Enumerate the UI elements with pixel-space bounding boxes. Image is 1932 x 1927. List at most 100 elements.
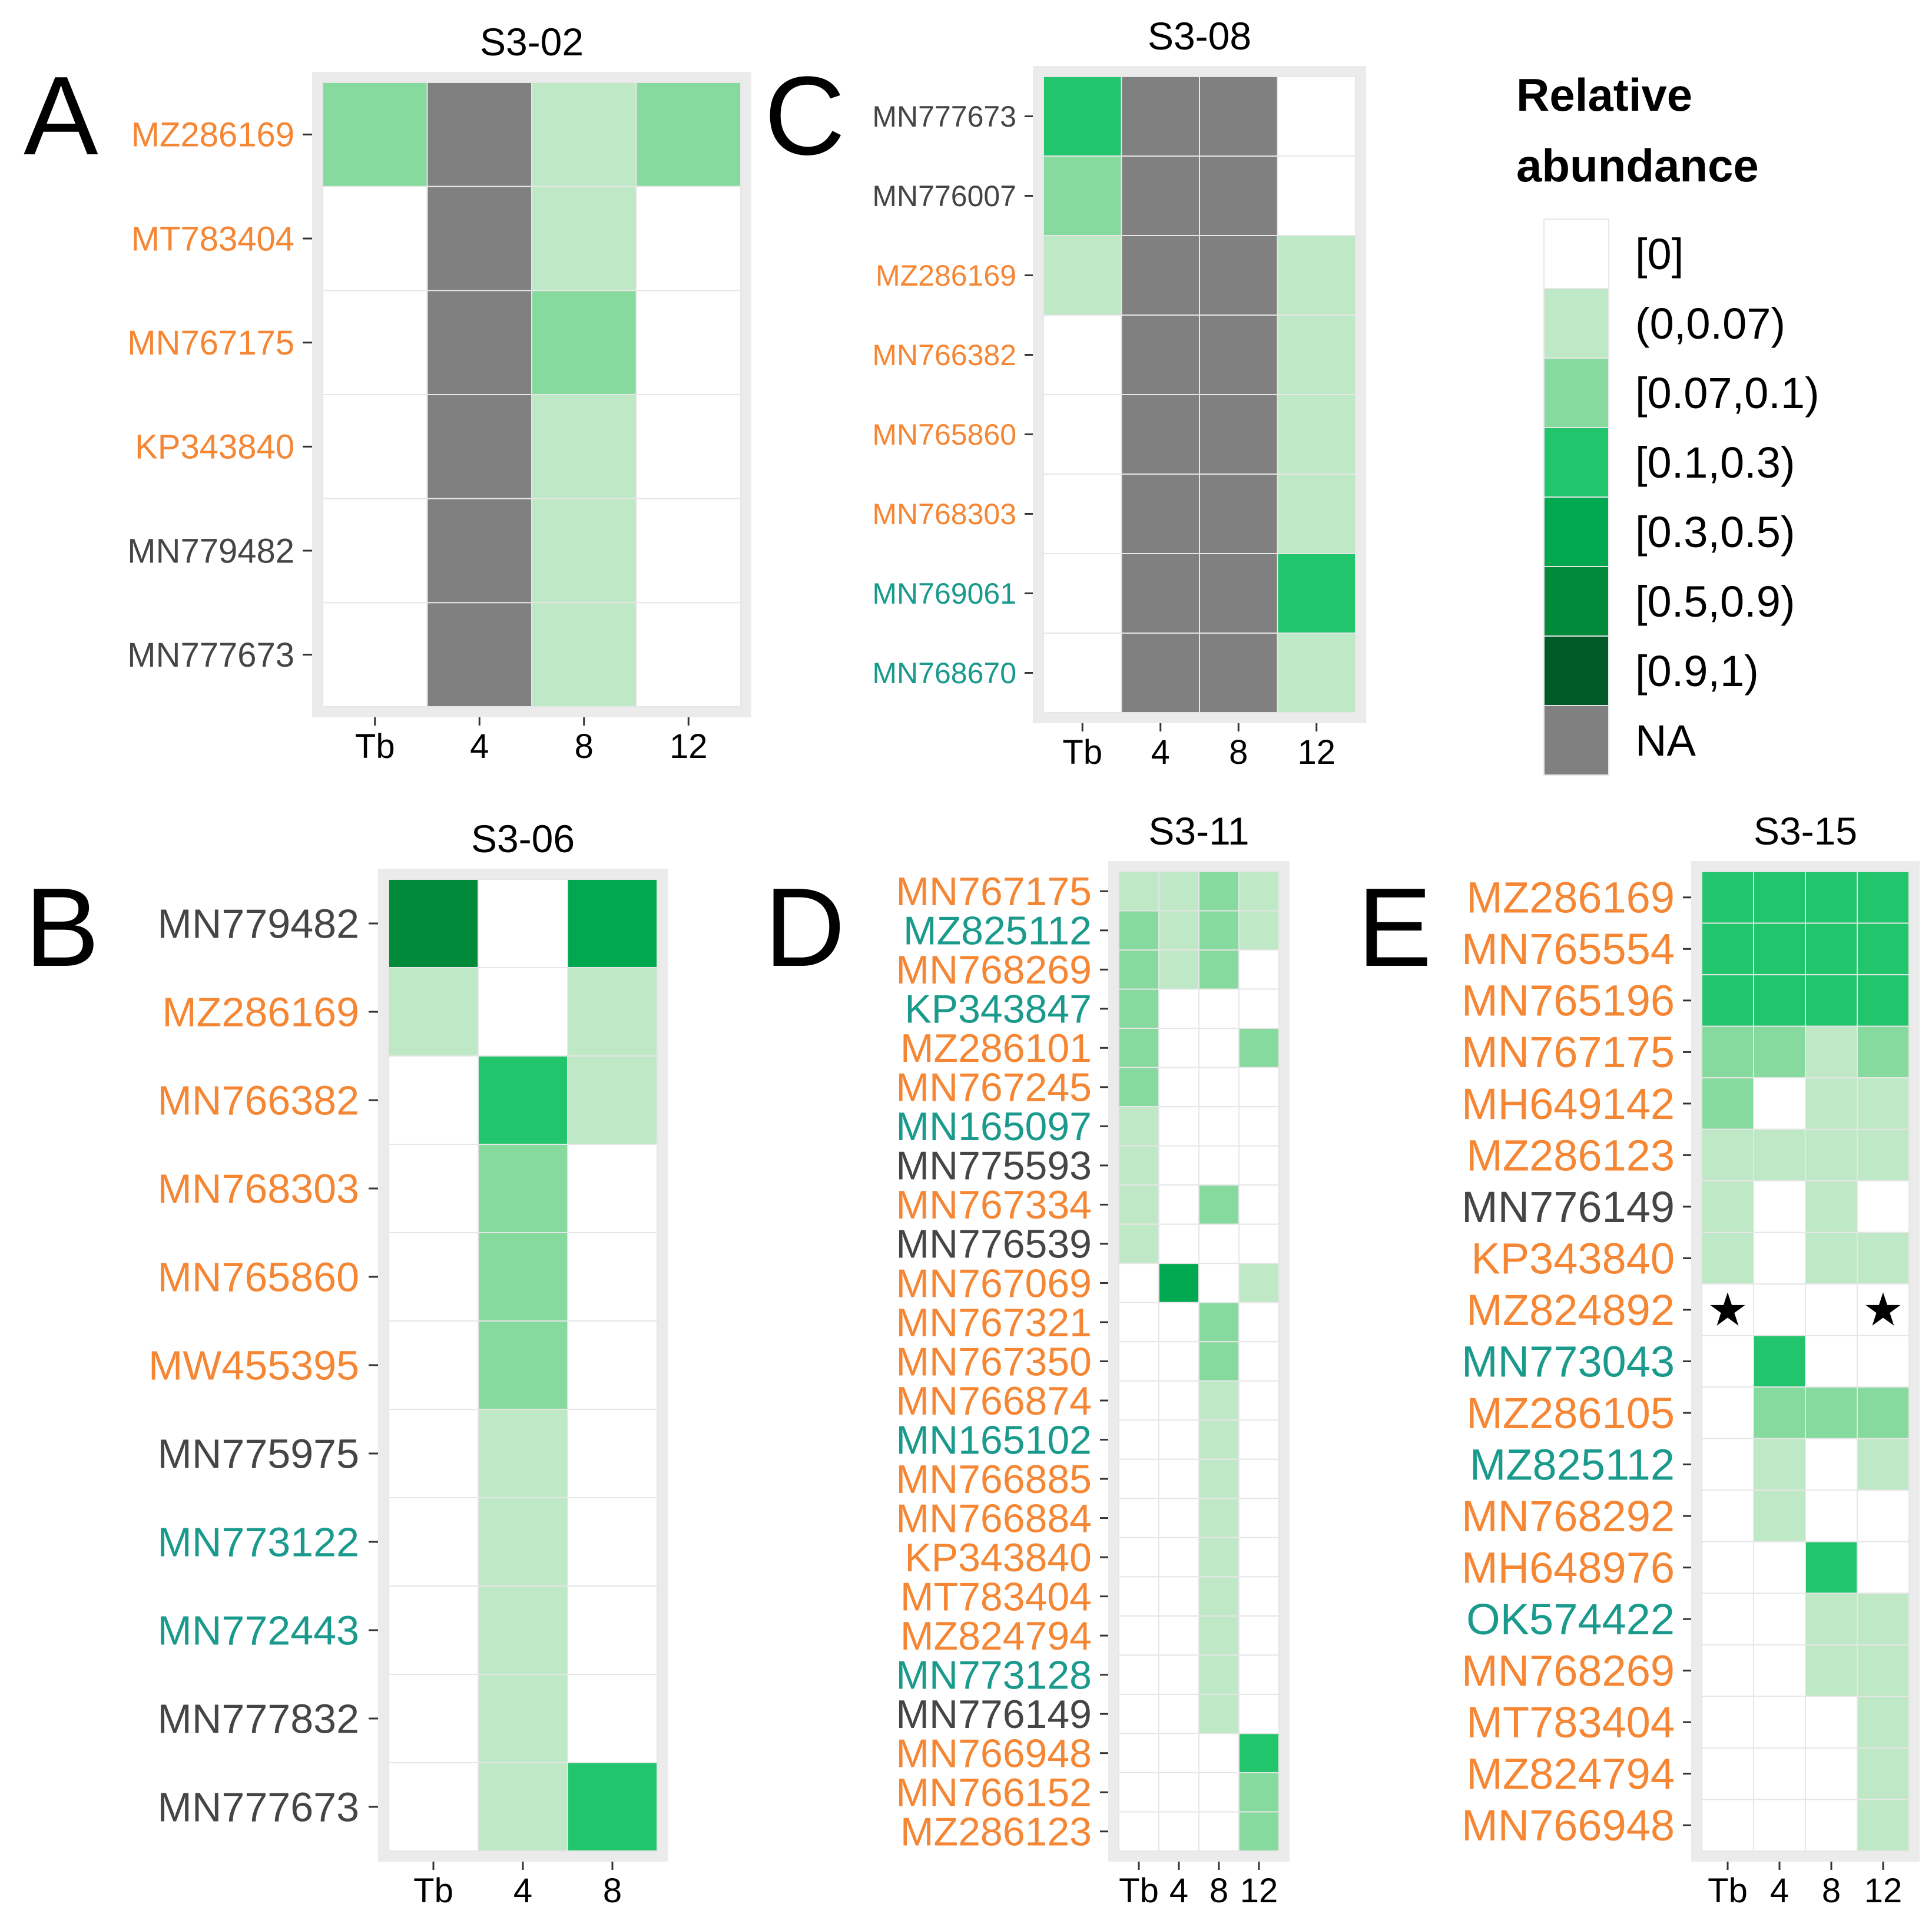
panel-b-row-label: MN775975 xyxy=(158,1431,359,1477)
panel-e-row-label: MN776149 xyxy=(1462,1183,1675,1231)
panel-d-cell xyxy=(1198,1106,1240,1147)
panel-b-cell xyxy=(567,1144,658,1233)
panel-d-cell xyxy=(1118,949,1159,990)
panel-c-cell xyxy=(1199,76,1278,157)
panel-d-cell xyxy=(1118,1772,1159,1813)
panel-a-heatmap: A S3-02 MZ286169 MT783404 MN767175 KP343840 MN… xyxy=(24,20,751,766)
panel-e-row-label: MZ824794 xyxy=(1466,1750,1675,1799)
panel-d-letter: D xyxy=(764,865,845,990)
panel-b-row-label: MN768303 xyxy=(158,1166,359,1212)
panel-a-cell xyxy=(635,290,741,396)
panel-e-cell xyxy=(1753,1231,1806,1285)
panel-c-cell xyxy=(1121,633,1200,713)
panel-a-row-label: MT783404 xyxy=(131,220,294,258)
panel-d-row-label: MN775593 xyxy=(896,1144,1092,1188)
panel-d-cell xyxy=(1238,1615,1280,1656)
panel-c-cell xyxy=(1121,235,1200,316)
panel-d-row-label: MN766885 xyxy=(896,1457,1092,1502)
panel-b-row-label: MZ286169 xyxy=(162,989,359,1035)
panel-b-cell xyxy=(567,879,658,968)
panel-e-cell xyxy=(1805,974,1858,1027)
panel-e-cell xyxy=(1857,871,1910,924)
panel-c-cell xyxy=(1043,155,1122,236)
panel-d-cell xyxy=(1238,988,1280,1029)
panel-c-cell xyxy=(1121,394,1200,475)
panel-b-cell xyxy=(478,1674,568,1763)
panel-c-col-label: 4 xyxy=(1151,733,1170,772)
panel-e-cell xyxy=(1857,1025,1910,1079)
panel-e-cell xyxy=(1805,922,1858,976)
panel-a-cell xyxy=(426,186,532,292)
panel-e-cell xyxy=(1701,974,1754,1027)
panel-d-cell xyxy=(1118,1458,1159,1499)
panel-b-cell xyxy=(478,1497,568,1587)
panel-e-cell xyxy=(1753,1077,1806,1130)
panel-c-cell xyxy=(1199,155,1278,236)
panel-e-cell xyxy=(1701,871,1754,924)
legend-swatch xyxy=(1543,496,1609,567)
panel-d-cell xyxy=(1198,1654,1240,1695)
panel-d-cell xyxy=(1198,871,1240,912)
panel-d-row-label: MN165097 xyxy=(896,1104,1092,1149)
panel-c-cell xyxy=(1043,633,1122,713)
panel-a-cell xyxy=(635,186,741,292)
panel-a-cell xyxy=(635,394,741,499)
panel-d-cell xyxy=(1158,949,1199,990)
panel-a-cell xyxy=(322,290,428,396)
panel-d-col-label: Tb xyxy=(1119,1872,1159,1910)
panel-d-heatmap: DS3-11MN767175MZ825112MN768269KP343847MZ… xyxy=(764,809,1290,1910)
panel-d-cell xyxy=(1158,1576,1199,1617)
panel-d-row-label: MZ286123 xyxy=(900,1810,1092,1855)
panel-c-col-label: 12 xyxy=(1297,733,1336,772)
panel-d-cell xyxy=(1198,988,1240,1029)
panel-e-cell xyxy=(1805,871,1858,924)
panel-a-col-label: 4 xyxy=(470,727,489,766)
legend-label: [0] xyxy=(1635,230,1684,279)
panel-d-cell xyxy=(1118,1654,1159,1695)
panel-c-cell xyxy=(1121,314,1200,395)
panel-e-cell xyxy=(1857,974,1910,1027)
panel-d-col-label: 4 xyxy=(1169,1872,1188,1910)
panel-d-cell xyxy=(1198,1458,1240,1499)
panel-d-cell xyxy=(1158,1811,1199,1852)
panel-b-row-label: MN779482 xyxy=(158,901,359,947)
panel-d-row-label: MN767175 xyxy=(896,869,1092,914)
panel-b-cell xyxy=(388,967,479,1057)
panel-d-cell xyxy=(1198,1067,1240,1108)
panel-a-cell xyxy=(322,82,428,187)
panel-b-cell xyxy=(567,1674,658,1763)
panel-a-row-label: MN767175 xyxy=(127,324,294,362)
panel-e-row-label: MZ286105 xyxy=(1466,1389,1675,1438)
panel-d-cell xyxy=(1198,1028,1240,1068)
panel-e-row-label: OK574422 xyxy=(1466,1595,1675,1644)
panel-b-cell xyxy=(388,1055,479,1145)
panel-a-col-label: Tb xyxy=(355,727,395,766)
panel-c-row-label: MZ286169 xyxy=(876,259,1016,292)
panel-d-cell xyxy=(1198,1498,1240,1538)
panel-b-col-label: 4 xyxy=(513,1872,532,1910)
panel-c-cell xyxy=(1277,633,1356,713)
legend-swatch xyxy=(1543,357,1609,428)
panel-e-letter: E xyxy=(1357,865,1432,990)
panel-e-star-marker: ★ xyxy=(1863,1285,1904,1336)
panel-d-cell xyxy=(1238,1654,1280,1695)
panel-e-row-label: MT783404 xyxy=(1466,1698,1675,1747)
panel-e-cell xyxy=(1753,1335,1806,1388)
panel-e-cell xyxy=(1701,1799,1754,1852)
panel-d-cell xyxy=(1118,1733,1159,1773)
panel-e-cell xyxy=(1857,1644,1910,1697)
panel-b-row-label: MN777832 xyxy=(158,1696,359,1742)
panel-b-row-label: MW455395 xyxy=(148,1343,359,1389)
panel-d-row-label: MZ825112 xyxy=(903,909,1092,953)
panel-d-row-label: KP343840 xyxy=(904,1535,1092,1580)
panel-c-cell xyxy=(1199,633,1278,713)
panel-a-cell xyxy=(635,498,741,604)
panel-a-cell xyxy=(531,394,637,499)
panel-d-cell xyxy=(1238,1184,1280,1225)
panel-b-cell xyxy=(567,1320,658,1410)
panel-e-col-label: Tb xyxy=(1708,1872,1748,1910)
panel-e-cell xyxy=(1753,1180,1806,1233)
legend: Relative abundance [0] (0,0.07) [0.07,0.1)… xyxy=(1516,69,1820,776)
panel-b-cell xyxy=(478,1144,568,1233)
panel-d-cell xyxy=(1158,988,1199,1029)
